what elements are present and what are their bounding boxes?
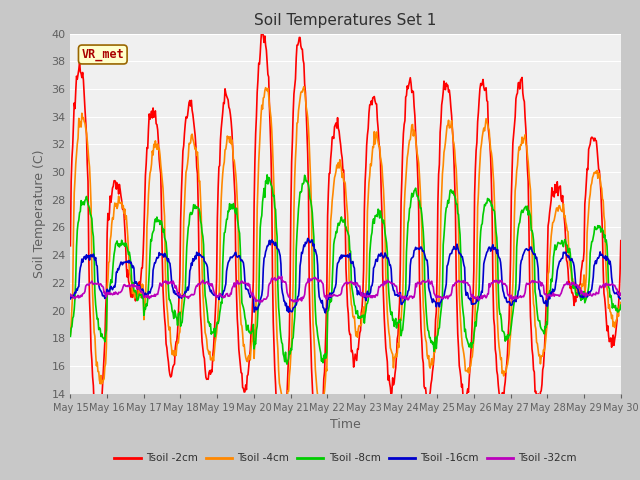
- Tsoil -4cm: [430, 350, 438, 356]
- Tsoil -2cm: [258, 26, 266, 32]
- Tsoil -4cm: [77, 119, 84, 124]
- Tsoil -8cm: [189, 207, 196, 213]
- Line: Tsoil -16cm: Tsoil -16cm: [70, 239, 621, 313]
- Tsoil -32cm: [218, 293, 226, 299]
- Tsoil -32cm: [67, 291, 74, 297]
- Tsoil -2cm: [430, 354, 438, 360]
- Tsoil -32cm: [430, 290, 438, 296]
- Tsoil -16cm: [414, 245, 422, 251]
- Tsoil -4cm: [617, 300, 625, 305]
- Tsoil -32cm: [414, 279, 422, 285]
- Line: Tsoil -4cm: Tsoil -4cm: [70, 87, 621, 411]
- Tsoil -8cm: [414, 193, 422, 199]
- Tsoil -2cm: [617, 238, 625, 243]
- Tsoil -4cm: [67, 332, 74, 337]
- Tsoil -2cm: [77, 69, 84, 74]
- Tsoil -4cm: [414, 155, 422, 160]
- Tsoil -4cm: [280, 408, 288, 414]
- Tsoil -16cm: [133, 281, 141, 287]
- Tsoil -4cm: [133, 296, 141, 301]
- Tsoil -2cm: [414, 179, 422, 184]
- Tsoil -32cm: [189, 292, 196, 298]
- Tsoil -8cm: [283, 361, 291, 367]
- Tsoil -32cm: [77, 294, 84, 300]
- Tsoil -8cm: [617, 302, 625, 308]
- Tsoil -32cm: [133, 286, 141, 292]
- Tsoil -2cm: [133, 296, 141, 302]
- Tsoil -16cm: [67, 296, 74, 302]
- Tsoil -8cm: [77, 208, 84, 214]
- Tsoil -16cm: [77, 264, 84, 270]
- Tsoil -16cm: [189, 256, 196, 262]
- Tsoil -16cm: [304, 236, 312, 241]
- Tsoil -8cm: [133, 298, 141, 303]
- Tsoil -2cm: [189, 112, 196, 118]
- Tsoil -4cm: [218, 181, 226, 187]
- Tsoil -32cm: [617, 292, 625, 298]
- Tsoil -4cm: [300, 84, 308, 90]
- Tsoil -16cm: [321, 310, 329, 316]
- Tsoil -2cm: [278, 450, 286, 456]
- Line: Tsoil -8cm: Tsoil -8cm: [70, 175, 621, 364]
- Tsoil -16cm: [218, 294, 226, 300]
- Tsoil -4cm: [189, 136, 196, 142]
- Legend: Tsoil -2cm, Tsoil -4cm, Tsoil -8cm, Tsoil -16cm, Tsoil -32cm: Tsoil -2cm, Tsoil -4cm, Tsoil -8cm, Tsoi…: [110, 449, 581, 468]
- Tsoil -8cm: [67, 334, 74, 339]
- Y-axis label: Soil Temperature (C): Soil Temperature (C): [33, 149, 45, 278]
- Tsoil -32cm: [255, 300, 263, 306]
- Tsoil -16cm: [430, 298, 438, 304]
- Text: VR_met: VR_met: [81, 48, 124, 61]
- Tsoil -2cm: [67, 243, 74, 249]
- Tsoil -32cm: [275, 274, 282, 279]
- Line: Tsoil -32cm: Tsoil -32cm: [70, 276, 621, 303]
- Tsoil -8cm: [218, 300, 226, 306]
- Tsoil -8cm: [263, 172, 271, 178]
- Line: Tsoil -2cm: Tsoil -2cm: [70, 29, 621, 453]
- Tsoil -2cm: [218, 118, 226, 123]
- X-axis label: Time: Time: [330, 418, 361, 431]
- Tsoil -16cm: [617, 296, 625, 301]
- Title: Soil Temperatures Set 1: Soil Temperatures Set 1: [255, 13, 436, 28]
- Tsoil -8cm: [430, 348, 438, 354]
